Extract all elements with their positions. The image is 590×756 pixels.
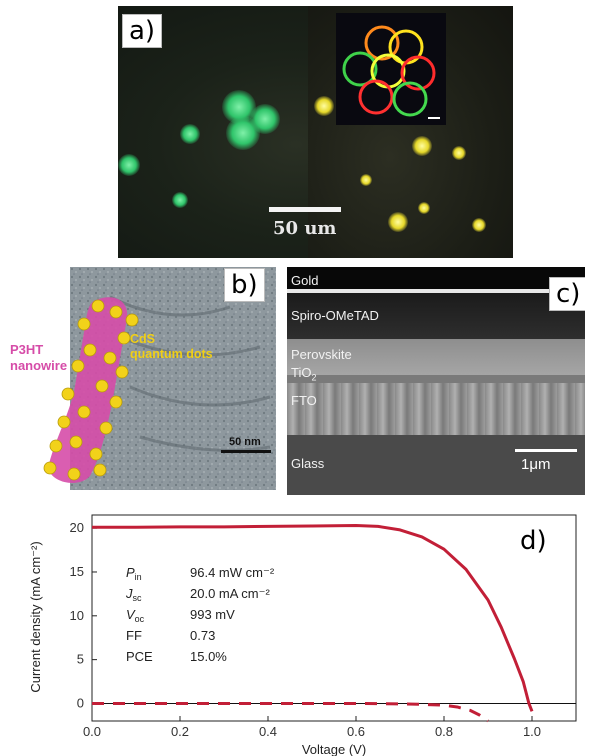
y-axis-label: Current density (mA cm⁻²) [28,541,43,692]
green-sphere [118,154,140,176]
glass-label: Glass [291,456,325,471]
jv-plot: 0.0 0.2 0.4 0.6 0.8 1.0 0 5 10 15 20 Pin 96.4 mW cm… [28,514,577,756]
x-axis-label: Voltage (V) [302,742,366,756]
ring-orange [364,25,400,61]
panel-b-tem: P3HT nanowire CdS quantum dots b) 50 nm [4,262,279,498]
x-tick-label: 0.8 [435,724,453,739]
scale-bar-label: 50 um [273,218,337,239]
x-tick-label: 1.0 [523,724,541,739]
fto-label: FTO [291,393,317,408]
y-tick-label: 0 [77,695,84,710]
scale-bar [221,450,271,453]
panel-a-label: a) [122,14,163,48]
dark-current-series [92,701,489,723]
y-tick-label: 10 [70,608,84,623]
ring-green-lower [392,81,428,117]
panel-b-label: b) [224,268,265,302]
gold-label: Gold [291,273,319,288]
x-tick-label: 0.6 [347,724,365,739]
panel-a-micrograph: a) 50 um [118,6,513,258]
tio2-layer [287,375,585,383]
yellow-sphere [472,218,486,232]
fto-layer [287,383,585,435]
tio2-subscript: 2 [311,372,317,383]
param-symbol: Jsc [125,586,142,603]
parameter-table: Pin 96.4 mW cm⁻² Jsc 20.0 mA cm⁻² Voc 993 mV F… [125,565,275,664]
yellow-sphere [388,212,408,232]
plot-frame [91,514,577,722]
spiro-label: Spiro-OMeTAD [291,308,379,323]
yellow-sphere [452,146,466,160]
cds-label-line1: CdS [130,332,155,346]
scale-bar-label: 1μm [521,456,551,473]
nanowire-schematic [43,297,139,483]
illuminated-series [92,524,534,712]
perovskite-label: Perovskite [291,347,352,362]
p3ht-label-line1: P3HT [10,342,44,357]
cds-label: CdS quantum dots [130,332,213,362]
yellow-sphere [418,202,430,214]
gold-interface [287,289,585,293]
y-tick-label: 20 [70,520,84,535]
x-tick-label: 0.4 [259,724,277,739]
param-symbol: Pin [126,565,142,582]
p3ht-label: P3HT nanowire [10,342,67,374]
panel-d-jv-chart: 0.0 0.2 0.4 0.6 0.8 1.0 0 5 10 15 20 Pin 96.4 mW cm… [0,505,590,756]
p3ht-nanowire [48,297,128,483]
panel-d-label: d) [520,526,547,556]
ring-green [342,51,378,87]
param-symbol: FF [126,628,142,643]
green-sphere [226,116,260,150]
param-symbol: Voc [126,607,145,624]
scale-bar [269,207,341,212]
gold-layer [287,267,585,291]
panel-c-label: c) [549,277,585,311]
param-symbol: PCE [126,649,153,664]
scale-bar-label: 50 nm [229,436,261,448]
tio2-label: TiO2 [291,365,316,383]
p3ht-label-line2: nanowire [10,358,68,373]
y-tick-label: 5 [77,652,84,667]
yellow-sphere [412,136,432,156]
inset-scale-bar [428,117,440,119]
spiro-layer [287,293,585,339]
panel-c-sem: Gold Spiro-OMeTAD Perovskite TiO2 FTO Gl… [287,267,585,495]
scale-bar [515,449,577,452]
x-tick-label: 0.0 [83,724,101,739]
ring-inset [336,13,446,125]
glass-layer [287,435,585,495]
perovskite-layer [287,339,585,379]
param-value: 15.0% [190,649,227,664]
green-sphere [172,192,188,208]
param-value: 0.73 [190,628,215,643]
param-value: 96.4 mW cm⁻² [190,565,275,580]
yellow-sphere [360,174,372,186]
y-tick-label: 15 [70,564,84,579]
param-value: 993 mV [190,607,235,622]
cds-label-line2: quantum dots [130,347,213,361]
cds-quantum-dots [43,299,139,481]
green-sphere [180,124,200,144]
tio2-base: TiO [291,365,312,380]
param-value: 20.0 mA cm⁻² [190,586,270,601]
yellow-sphere [314,96,334,116]
x-tick-label: 0.2 [171,724,189,739]
ring-red-lower [358,79,394,115]
ring-red [400,55,436,91]
